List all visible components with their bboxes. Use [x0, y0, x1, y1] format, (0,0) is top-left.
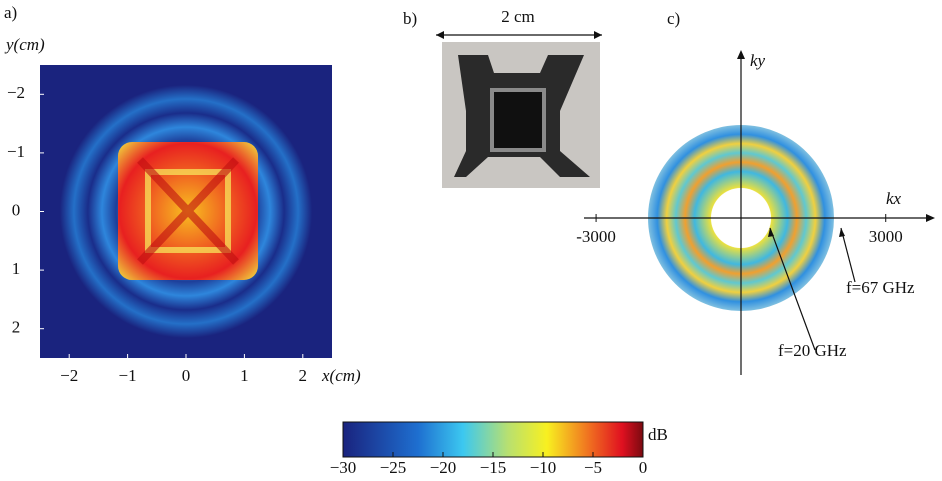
- colorbar-label: dB: [648, 425, 668, 444]
- x-tick-label: -3000: [576, 227, 616, 246]
- colorbar-tick-label: −20: [430, 458, 457, 477]
- x-tick-label: 0: [182, 366, 191, 385]
- panel-label: a): [4, 3, 17, 22]
- annotation: f=67 GHz: [846, 278, 915, 297]
- colorbar-tick-label: −30: [330, 458, 357, 477]
- y-tick-label: −2: [7, 83, 25, 102]
- x-tick-label: 1: [240, 366, 249, 385]
- y-tick-label: 2: [12, 318, 21, 337]
- photo: [436, 31, 602, 188]
- x-tick-label: 3000: [869, 227, 903, 246]
- x-tick-label: 2: [299, 366, 308, 385]
- panel-label: b): [403, 9, 417, 28]
- colorbar-tick-label: −10: [530, 458, 557, 477]
- colorbar-tick-label: −25: [380, 458, 407, 477]
- annotation-arrow: [769, 227, 856, 351]
- panel-label: c): [667, 9, 680, 28]
- y-tick-label: 1: [12, 259, 21, 278]
- y-tick-label: −1: [7, 142, 25, 161]
- heatmap: [40, 65, 332, 358]
- x-axis-label: x(cm): [321, 366, 361, 385]
- y-axis-label: ky: [750, 51, 766, 70]
- scale-label: 2 cm: [501, 7, 535, 26]
- colorbar-tick-label: 0: [639, 458, 648, 477]
- y-tick-label: 0: [12, 200, 21, 219]
- axes: [584, 58, 928, 375]
- x-axis-label: kx: [886, 189, 902, 208]
- colorbar-tick-label: −15: [480, 458, 507, 477]
- colorbar-tick-label: −5: [584, 458, 602, 477]
- x-tick-label: −2: [60, 366, 78, 385]
- annotation: f=20 GHz: [778, 341, 847, 360]
- colorbar: [342, 421, 644, 458]
- y-axis-label: y(cm): [4, 35, 45, 54]
- x-tick-label: −1: [119, 366, 137, 385]
